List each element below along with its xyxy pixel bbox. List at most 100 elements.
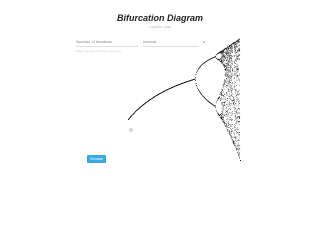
orbit-point [226,128,228,130]
orbit-point [234,50,236,52]
orbit-point [238,91,239,93]
orbit-point [184,82,186,83]
simulate-button[interactable]: Simulate [87,155,106,163]
orbit-point [228,71,230,72]
orbit-point [158,93,160,95]
orbit-point [220,51,221,52]
orbit-point [233,88,235,90]
orbit-point [154,96,156,97]
orbit-point [229,69,231,71]
orbit-point [169,88,171,89]
orbit-point [229,53,231,55]
orbit-point [222,52,223,54]
orbit-point [226,119,227,121]
orbit-point [232,70,233,72]
orbit-point [227,74,229,76]
orbit-point [225,80,227,81]
orbit-point [232,44,233,45]
orbit-point [205,61,207,62]
orbit-point [231,43,233,45]
orbit-point [226,79,228,80]
orbit-point [239,116,241,118]
orbit-point [231,129,232,130]
orbit-point [224,123,225,125]
orbit-point [136,109,138,111]
orbit-point [222,112,224,113]
orbit-point [235,146,237,147]
orbit-point [179,84,181,85]
orbit-point [233,78,235,80]
orbit-point [235,44,237,45]
orbit-point [212,104,213,105]
orbit-point [206,100,208,101]
orbit-point [220,118,222,119]
orbit-point [231,76,232,78]
orbit-point [238,101,239,102]
orbit-point [233,102,234,104]
orbit-point [206,60,207,62]
orbit-point [239,90,241,91]
orbit-point [224,82,225,84]
orbit-point [222,64,224,66]
orbit-point [223,51,225,53]
orbit-point [228,112,229,114]
orbit-point [222,50,224,52]
orbit-point [220,51,222,52]
orbit-point [224,56,225,57]
orbit-point [229,107,231,109]
orbit-point [231,74,233,75]
orbit-point [227,129,229,130]
orbit-point [238,117,240,119]
orbit-point [222,112,223,114]
orbit-point [178,84,179,86]
orbit-point [230,68,232,69]
orbit-point [236,132,237,134]
orbit-point [226,54,227,56]
orbit-point [237,58,238,60]
orbit-point [238,54,240,56]
orbit-point [228,121,229,122]
orbit-point [231,57,233,59]
orbit-point [238,101,239,103]
orbit-point [216,54,218,55]
iterations-input[interactable]: Number of iterations [76,38,138,47]
orbit-point [228,48,230,49]
orbit-point [235,42,237,44]
orbit-point [234,108,236,110]
orbit-point [223,56,225,57]
orbit-point [162,91,164,93]
orbit-point [128,118,130,120]
orbit-point [227,49,229,50]
orbit-point [223,52,224,53]
orbit-point [237,94,239,96]
orbit-point [237,147,238,149]
orbit-point [231,100,233,102]
orbit-point [222,63,224,65]
orbit-point [231,130,233,131]
orbit-point [231,92,232,93]
orbit-point [224,83,225,84]
orbit-point [174,86,176,87]
orbit-point [231,72,232,74]
orbit-point [239,118,241,119]
orbit-point [228,70,229,71]
orbit-point [238,132,240,133]
orbit-point [236,140,237,142]
orbit-point [234,134,235,135]
orbit-point [238,121,240,122]
orbit-point [230,71,232,72]
orbit-point [229,62,230,63]
orbit-point [236,45,237,46]
orbit-point [224,79,225,81]
orbit-point [236,46,238,48]
orbit-point [222,55,224,57]
orbit-point [229,84,231,86]
orbit-point [236,68,238,69]
orbit-point [231,88,232,89]
close-icon[interactable]: x [203,39,205,44]
orbit-point [230,58,232,60]
interval-input[interactable]: Interval [143,38,199,47]
orbit-point [238,133,239,135]
orbit-point [229,59,230,61]
orbit-point [234,144,236,146]
